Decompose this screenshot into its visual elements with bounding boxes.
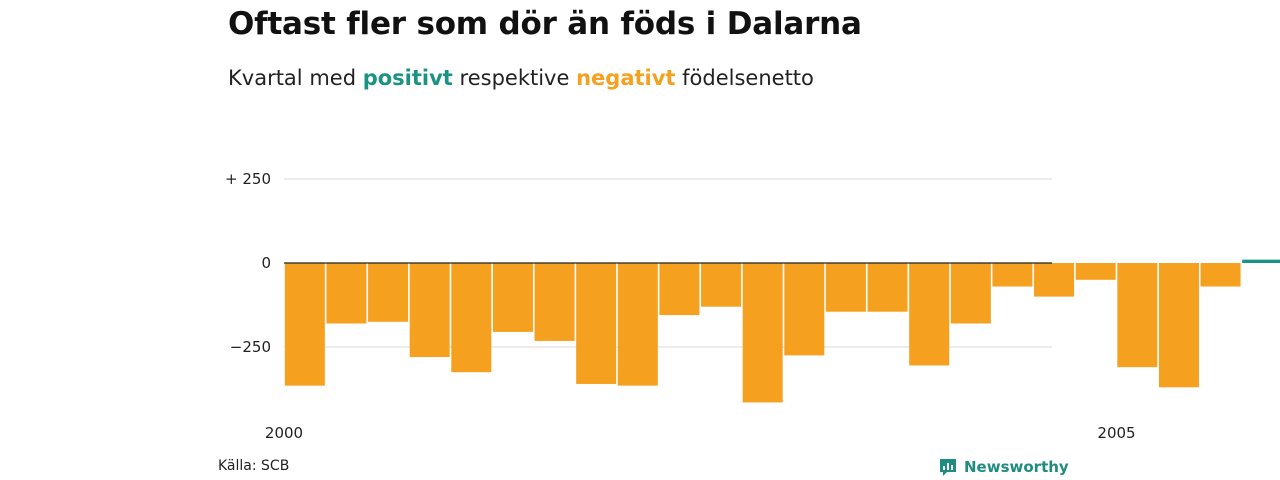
- bar: [326, 263, 367, 324]
- subtitle-positive-word: positivt: [362, 66, 453, 90]
- brand-name: Newsworthy: [964, 458, 1069, 476]
- bar: [659, 263, 700, 316]
- bar: [617, 263, 658, 386]
- y-tick-label: −250: [230, 338, 271, 356]
- subtitle-suffix: födelsenetto: [682, 66, 814, 90]
- bar: [992, 263, 1033, 287]
- subtitle-prefix: Kvartal med: [228, 66, 357, 90]
- bar: [1034, 263, 1075, 297]
- bar: [742, 263, 783, 403]
- bar: [784, 263, 825, 356]
- brand-logo[interactable]: Newsworthy: [938, 457, 1069, 477]
- bar: [950, 263, 991, 324]
- bar: [1242, 259, 1280, 263]
- bar: [492, 263, 533, 332]
- subtitle-negative-word: negativt: [576, 66, 676, 90]
- y-tick-label: 0: [261, 254, 271, 272]
- bar: [284, 263, 325, 386]
- chart-title: Oftast fler som dör än föds i Dalarna: [228, 6, 862, 42]
- bar: [1158, 263, 1199, 388]
- x-tick-label: 2000: [265, 424, 303, 442]
- bar: [409, 263, 450, 358]
- bar: [1075, 263, 1116, 280]
- chart-subtitle: Kvartal med positivt respektive negativt…: [228, 66, 814, 90]
- subtitle-middle: respektive: [459, 66, 570, 90]
- bar: [867, 263, 908, 312]
- bar: [909, 263, 950, 366]
- newsworthy-logo-icon: [940, 459, 956, 476]
- source-note: Källa: SCB: [218, 458, 290, 474]
- bar: [368, 263, 409, 322]
- x-tick-label: 2005: [1097, 424, 1135, 442]
- bar: [825, 263, 866, 312]
- y-tick-label: + 250: [225, 170, 271, 188]
- bar: [701, 263, 742, 307]
- bar: [451, 263, 492, 373]
- bars: [284, 259, 1280, 403]
- bar: [1200, 263, 1241, 287]
- bar: [534, 263, 575, 341]
- bar: [1117, 263, 1158, 368]
- bar: [576, 263, 617, 384]
